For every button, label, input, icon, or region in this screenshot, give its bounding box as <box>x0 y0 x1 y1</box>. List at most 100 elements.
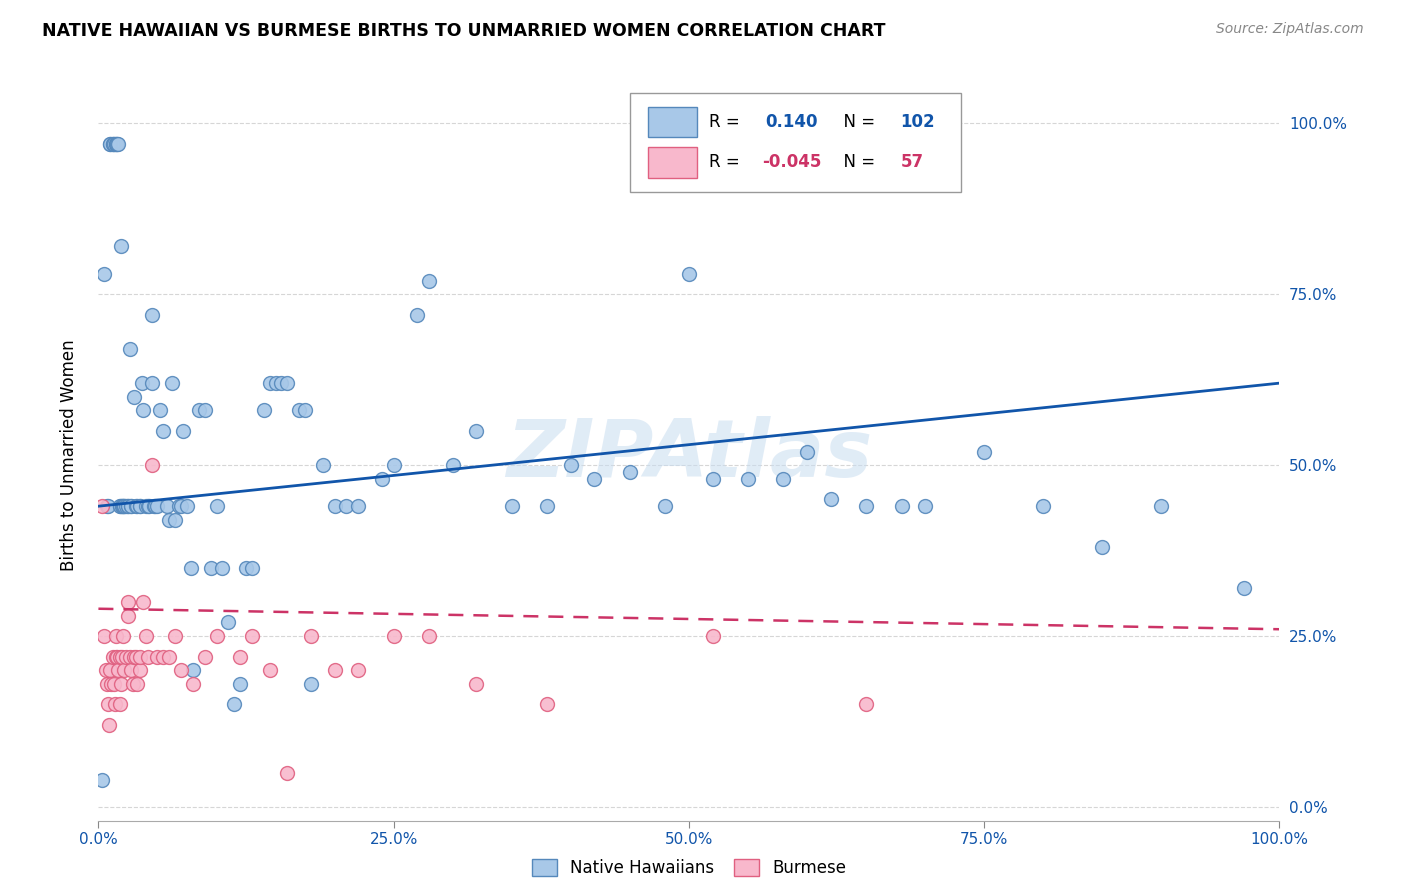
Point <box>114 499 136 513</box>
Point <box>441 458 464 472</box>
Point <box>224 698 246 712</box>
Point <box>114 649 136 664</box>
Point <box>117 595 139 609</box>
Point <box>91 772 114 787</box>
Point <box>347 663 370 677</box>
FancyBboxPatch shape <box>630 93 960 192</box>
Point <box>288 403 311 417</box>
Point <box>141 458 163 472</box>
Point <box>335 499 357 513</box>
Point <box>121 499 143 513</box>
Point <box>796 444 818 458</box>
Point <box>259 663 281 677</box>
Legend: Native Hawaiians, Burmese: Native Hawaiians, Burmese <box>523 851 855 886</box>
Point <box>122 649 145 664</box>
Point <box>97 698 120 712</box>
Point <box>121 677 143 691</box>
Point <box>347 499 370 513</box>
Point <box>112 663 135 677</box>
Text: NATIVE HAWAIIAN VS BURMESE BIRTHS TO UNMARRIED WOMEN CORRELATION CHART: NATIVE HAWAIIAN VS BURMESE BIRTHS TO UNM… <box>42 22 886 40</box>
Point <box>96 499 118 513</box>
Point <box>205 499 228 513</box>
Point <box>172 424 194 438</box>
Point <box>276 376 298 391</box>
Point <box>382 458 405 472</box>
Point <box>93 629 115 643</box>
Point <box>702 629 724 643</box>
Point <box>117 499 139 513</box>
Point <box>112 499 135 513</box>
Point <box>108 649 131 664</box>
Point <box>105 136 128 151</box>
Point <box>112 629 135 643</box>
Point <box>121 499 143 513</box>
Point <box>128 649 150 664</box>
Point <box>125 649 148 664</box>
Point <box>270 376 292 391</box>
Text: 102: 102 <box>900 113 935 131</box>
Point <box>240 629 263 643</box>
Point <box>105 136 128 151</box>
Y-axis label: Births to Unmarried Women: Births to Unmarried Women <box>59 339 77 571</box>
Point <box>101 136 124 151</box>
Text: Source: ZipAtlas.com: Source: ZipAtlas.com <box>1216 22 1364 37</box>
Point <box>181 663 204 677</box>
Text: N =: N = <box>832 153 880 171</box>
Point <box>101 136 124 151</box>
Point <box>855 698 877 712</box>
Point <box>146 649 169 664</box>
Point <box>217 615 239 630</box>
Point <box>132 595 155 609</box>
Point <box>98 718 121 732</box>
Point <box>111 499 134 513</box>
Point <box>619 465 641 479</box>
Point <box>1233 581 1256 595</box>
Point <box>176 499 198 513</box>
Point <box>110 239 132 253</box>
Point <box>127 677 149 691</box>
Point <box>170 663 193 677</box>
Point <box>299 629 322 643</box>
Point <box>105 136 128 151</box>
Point <box>187 403 209 417</box>
Point <box>772 472 794 486</box>
Point <box>560 458 582 472</box>
Point <box>165 629 187 643</box>
Point <box>111 649 134 664</box>
Text: ZIPAtlas: ZIPAtlas <box>506 416 872 494</box>
Point <box>107 136 129 151</box>
Point <box>194 649 217 664</box>
Point <box>299 677 322 691</box>
Point <box>108 698 131 712</box>
Point <box>135 499 157 513</box>
Point <box>120 342 142 356</box>
Point <box>382 629 405 643</box>
Point <box>820 492 842 507</box>
Point <box>91 499 114 513</box>
Point <box>94 663 117 677</box>
Point <box>111 499 134 513</box>
Point <box>264 376 287 391</box>
Point <box>131 376 153 391</box>
Text: R =: R = <box>709 153 745 171</box>
Point <box>973 444 995 458</box>
Point <box>142 499 165 513</box>
Point <box>229 649 252 664</box>
Point <box>146 499 169 513</box>
Point <box>235 560 257 574</box>
Point <box>100 677 122 691</box>
Point <box>536 499 558 513</box>
Point <box>890 499 912 513</box>
Point <box>143 499 166 513</box>
Text: N =: N = <box>832 113 880 131</box>
Point <box>914 499 936 513</box>
Point <box>465 677 488 691</box>
Point <box>1150 499 1173 513</box>
Point <box>103 136 125 151</box>
Point <box>205 629 228 643</box>
Point <box>156 499 179 513</box>
Point <box>105 629 128 643</box>
Point <box>536 698 558 712</box>
Point <box>323 499 346 513</box>
Point <box>141 376 163 391</box>
